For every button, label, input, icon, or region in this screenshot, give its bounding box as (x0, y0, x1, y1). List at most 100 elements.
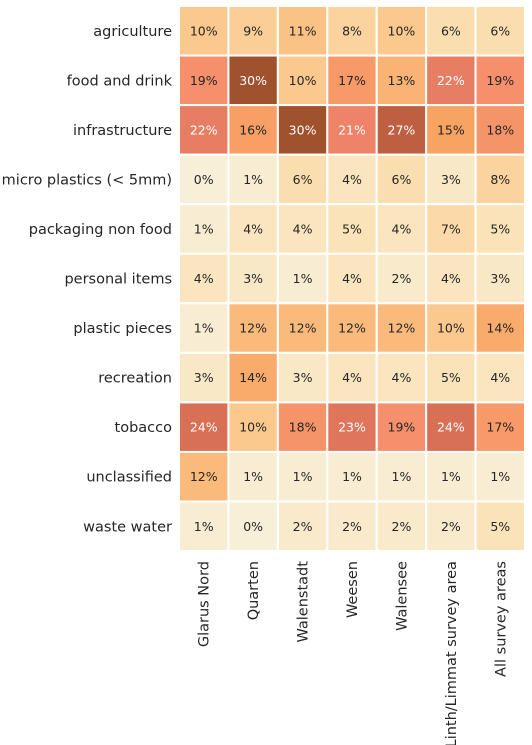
row-tick-label: infrastructure (73, 123, 172, 139)
cell-value-label: 16% (239, 122, 267, 137)
heatmap-cell (178, 450, 230, 503)
heatmap-cell (425, 450, 477, 503)
cell-value-label: 1% (441, 469, 461, 484)
cell-value-label: 0% (243, 519, 263, 534)
heatmap-cell (276, 401, 329, 453)
cell-value-label: 10% (289, 73, 317, 88)
cell-value-label: 5% (342, 221, 362, 236)
cell-value-label: 4% (490, 370, 510, 385)
cell-value-label: 4% (342, 271, 362, 286)
cell-value-label: 22% (437, 73, 465, 88)
cell-value-label: 10% (388, 23, 416, 38)
cell-value-label: 2% (441, 519, 461, 534)
heatmap-cell (178, 54, 230, 107)
cell-value-label: 30% (289, 122, 317, 137)
cell-value-label: 19% (388, 420, 416, 435)
cell-value-label: 4% (392, 370, 412, 385)
column-tick-label: All survey areas (493, 561, 509, 677)
cell-value-label: 4% (194, 271, 214, 286)
cell-value-label: 15% (437, 122, 465, 137)
cell-value-label: 23% (338, 420, 366, 435)
cell-value-label: 10% (190, 23, 218, 38)
column-tick-label: Linth/Limmat survey area (444, 561, 460, 745)
cell-value-label: 1% (342, 469, 362, 484)
heatmap-cell (425, 104, 477, 156)
heatmap-cell (227, 252, 279, 305)
cell-value-label: 24% (190, 420, 218, 435)
heatmap-cell (375, 450, 428, 503)
cell-value-label: 3% (441, 172, 461, 187)
column-tick-label: Walenstadt (296, 561, 312, 643)
cell-value-label: 2% (392, 271, 412, 286)
heatmap-cell (375, 104, 428, 156)
cell-value-label: 4% (342, 172, 362, 187)
heatmap-cell (227, 351, 279, 404)
cell-value-label: 4% (243, 221, 263, 236)
cell-value-label: 8% (342, 23, 362, 38)
cell-value-label: 13% (388, 73, 416, 88)
heatmap-cell (474, 54, 527, 107)
heatmap-cell (276, 302, 329, 354)
cell-value-label: 14% (239, 370, 267, 385)
cell-value-label: 10% (437, 321, 465, 336)
cell-value-label: 14% (486, 321, 514, 336)
cell-value-label: 1% (293, 271, 313, 286)
row-tick-label: personal items (64, 272, 172, 288)
heatmap-cell (178, 351, 230, 404)
cell-value-label: 1% (490, 469, 510, 484)
cell-value-label: 3% (194, 370, 214, 385)
cell-value-label: 6% (441, 23, 461, 38)
cell-value-label: 12% (239, 321, 267, 336)
cell-value-label: 2% (342, 519, 362, 534)
cell-value-label: 4% (342, 370, 362, 385)
cell-value-label: 17% (486, 420, 514, 435)
cell-value-label: 19% (190, 73, 218, 88)
heatmap-cell (425, 153, 477, 206)
heatmap-cell (474, 450, 527, 503)
heatmap-cell (326, 351, 378, 404)
column-tick-label: Weesen (345, 561, 361, 618)
cell-value-label: 27% (388, 122, 416, 137)
cell-value-label: 12% (289, 321, 317, 336)
cell-value-label: 8% (490, 172, 510, 187)
heatmap-cell (375, 401, 428, 453)
cell-value-label: 10% (239, 420, 267, 435)
cell-value-label: 1% (194, 221, 214, 236)
heatmap-cell (276, 203, 329, 255)
heatmap-cell (326, 500, 378, 553)
cell-value-label: 3% (243, 271, 263, 286)
heatmap-cell (375, 54, 428, 107)
row-tick-label: packaging non food (29, 222, 172, 238)
heatmap-cell (227, 500, 279, 553)
heatmap-cell (425, 302, 477, 354)
row-tick-label: food and drink (67, 73, 173, 89)
cell-value-label: 6% (490, 23, 510, 38)
cell-value-label: 0% (194, 172, 214, 187)
column-tick-label: Walensee (394, 561, 410, 631)
cell-value-label: 12% (338, 321, 366, 336)
heatmap-cell (178, 153, 230, 206)
heatmap-cell (276, 500, 329, 553)
heatmap-cell (326, 302, 378, 354)
heatmap-cell (227, 104, 279, 156)
heatmap-cell (326, 450, 378, 503)
cell-value-label: 3% (490, 271, 510, 286)
heatmap-cell (474, 351, 527, 404)
heatmap-cell (425, 351, 477, 404)
cell-value-label: 1% (392, 469, 412, 484)
cell-value-label: 18% (486, 122, 514, 137)
row-tick-label: plastic pieces (73, 321, 172, 337)
cell-value-label: 5% (490, 221, 510, 236)
cell-value-label: 5% (441, 370, 461, 385)
column-tick-label: Quarten (246, 561, 262, 620)
cell-value-label: 1% (194, 519, 214, 534)
cell-value-label: 1% (243, 469, 263, 484)
cell-value-label: 18% (289, 420, 317, 435)
cell-value-label: 3% (293, 370, 313, 385)
cell-value-label: 4% (293, 221, 313, 236)
cell-value-label: 2% (392, 519, 412, 534)
cell-value-label: 24% (437, 420, 465, 435)
heatmap-cell (276, 104, 329, 156)
heatmap-cell (178, 203, 230, 255)
